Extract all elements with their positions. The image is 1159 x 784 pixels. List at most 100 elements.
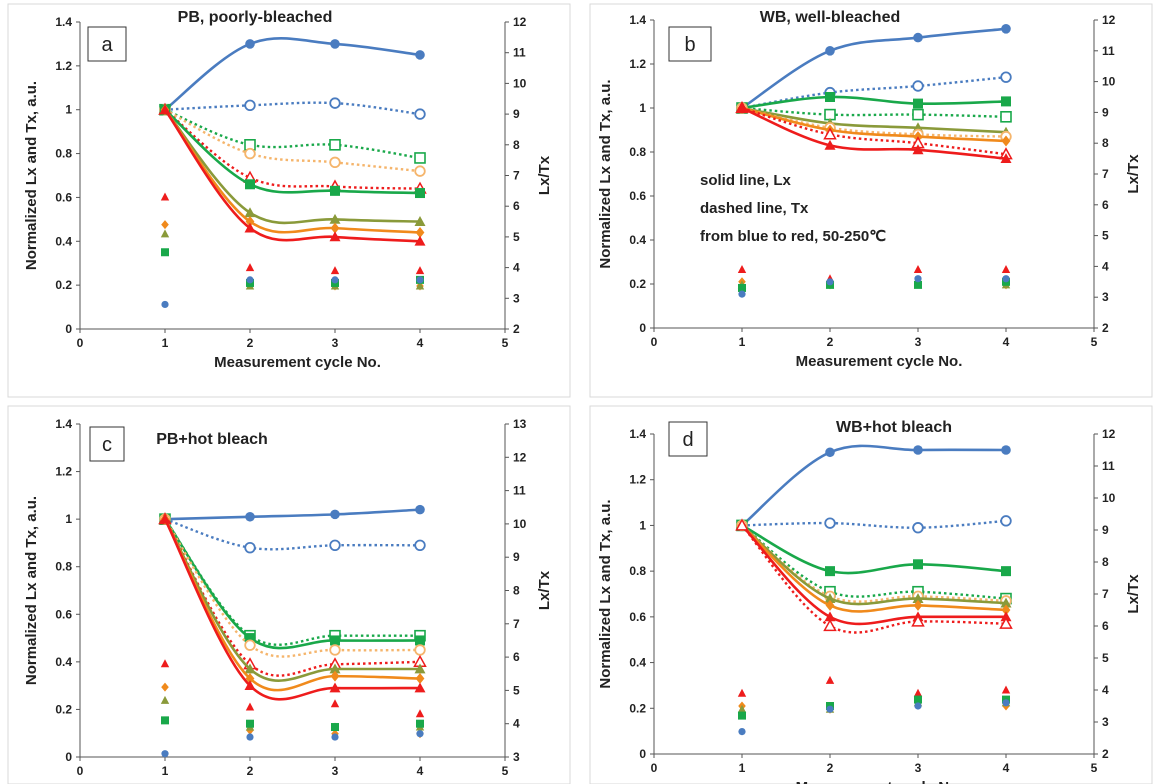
series-line (741, 444, 1007, 527)
series-line (163, 518, 421, 701)
y2-tick-label: 4 (1102, 259, 1109, 273)
data-point (329, 539, 341, 552)
panel-a: 0 1 2 3 4 500.20.40.60.811.21.423456789101112… (7, 3, 571, 398)
y-axis-label: Normalized Lx and Tx, a.u. (23, 496, 40, 685)
data-point (245, 511, 255, 522)
y-tick-label: 0.2 (629, 277, 646, 291)
data-point (244, 222, 256, 233)
series-line (741, 106, 1007, 143)
data-point (912, 144, 924, 155)
y-tick-label: 1.2 (55, 465, 72, 479)
y-tick-label: 0 (65, 322, 72, 336)
y2-tick-label: 9 (513, 107, 520, 121)
y-tick-label: 1.2 (55, 59, 72, 73)
data-point (1000, 153, 1012, 163)
y2-tick-label: 6 (1102, 198, 1109, 212)
panel-letter: d (682, 429, 693, 451)
y-tick-label: 1 (639, 101, 646, 115)
ratio-point (245, 263, 255, 272)
data-point (330, 670, 340, 682)
y2-tick-label: 11 (1102, 44, 1115, 58)
x-tick-label: 4 (417, 336, 424, 350)
series-line (741, 76, 1007, 110)
panel-letter-box (87, 26, 127, 62)
data-point (911, 614, 925, 627)
series-line (164, 108, 421, 173)
data-point (244, 663, 256, 674)
data-point (825, 599, 835, 611)
y2-tick-label: 7 (513, 617, 520, 631)
x-tick-label: 5 (502, 336, 509, 350)
ratio-point (416, 730, 424, 738)
ratio-point (738, 290, 746, 298)
y-tick-label: 1.4 (55, 15, 72, 29)
data-point (245, 673, 255, 685)
series-line (741, 95, 1007, 110)
panel-title: PB, poorly-bleached (178, 9, 333, 26)
data-point (244, 639, 256, 651)
data-point (913, 559, 923, 570)
ratio-point (415, 266, 425, 275)
ratio-point (1002, 275, 1010, 283)
y2-tick-label: 10 (1102, 491, 1116, 505)
data-point (999, 616, 1013, 629)
series-line (741, 519, 1007, 529)
data-point (736, 102, 748, 113)
data-point (414, 165, 426, 177)
x-tick-label: 4 (417, 764, 424, 778)
series-line (741, 106, 1007, 134)
data-point (329, 682, 341, 693)
x-tick-label: 0 (77, 336, 84, 350)
y2-tick-label: 8 (1102, 555, 1109, 569)
panel-d: 0 1 2 3 4 500.20.40.60.811.21.423456789101112… (589, 405, 1153, 784)
series-line (164, 108, 421, 195)
y2-tick-label: 7 (513, 169, 520, 183)
x-tick-label: 0 (77, 764, 84, 778)
panel-frame (589, 405, 1153, 784)
y2-axis-label: Lx/Tx (1125, 154, 1142, 194)
ratio-point (416, 719, 424, 728)
series-line (741, 524, 1007, 613)
y2-tick-label: 3 (1102, 290, 1109, 304)
ratio-point (913, 688, 923, 697)
data-point (913, 445, 923, 455)
series-line (741, 27, 1007, 110)
data-point (329, 644, 341, 656)
ratio-point (331, 276, 339, 284)
series-line (741, 524, 1007, 606)
ratio-point (913, 264, 923, 273)
y-tick-label: 0.2 (55, 702, 72, 716)
data-point (913, 98, 923, 109)
ratio-point (160, 695, 170, 704)
data-point (913, 599, 923, 611)
data-point (415, 50, 425, 60)
y2-tick-label: 3 (513, 750, 520, 764)
y-tick-label: 1.4 (629, 427, 646, 441)
ratio-point (914, 695, 922, 704)
data-point (414, 682, 426, 693)
y-tick-label: 1.2 (629, 57, 646, 71)
series-line (164, 37, 421, 111)
data-point (735, 518, 749, 531)
panel-letter-box (89, 426, 125, 462)
ratio-point (737, 688, 747, 697)
data-point (414, 216, 426, 226)
x-tick-label: 5 (1091, 761, 1098, 775)
data-point (244, 207, 256, 218)
annotation-line: solid line, Lx (700, 172, 792, 189)
data-point (245, 216, 255, 228)
series-line (164, 108, 421, 160)
series-line (163, 518, 421, 677)
y-axis-label: Normalized Lx and Tx, a.u. (597, 499, 614, 688)
data-point (244, 99, 256, 112)
ratio-point (826, 705, 834, 713)
x-tick-label: 3 (915, 335, 922, 349)
y2-tick-label: 11 (1102, 459, 1115, 473)
series-line (164, 518, 421, 551)
data-point (244, 147, 256, 160)
data-point (1001, 566, 1011, 577)
y2-tick-label: 6 (1102, 619, 1109, 633)
series-line (163, 518, 421, 650)
